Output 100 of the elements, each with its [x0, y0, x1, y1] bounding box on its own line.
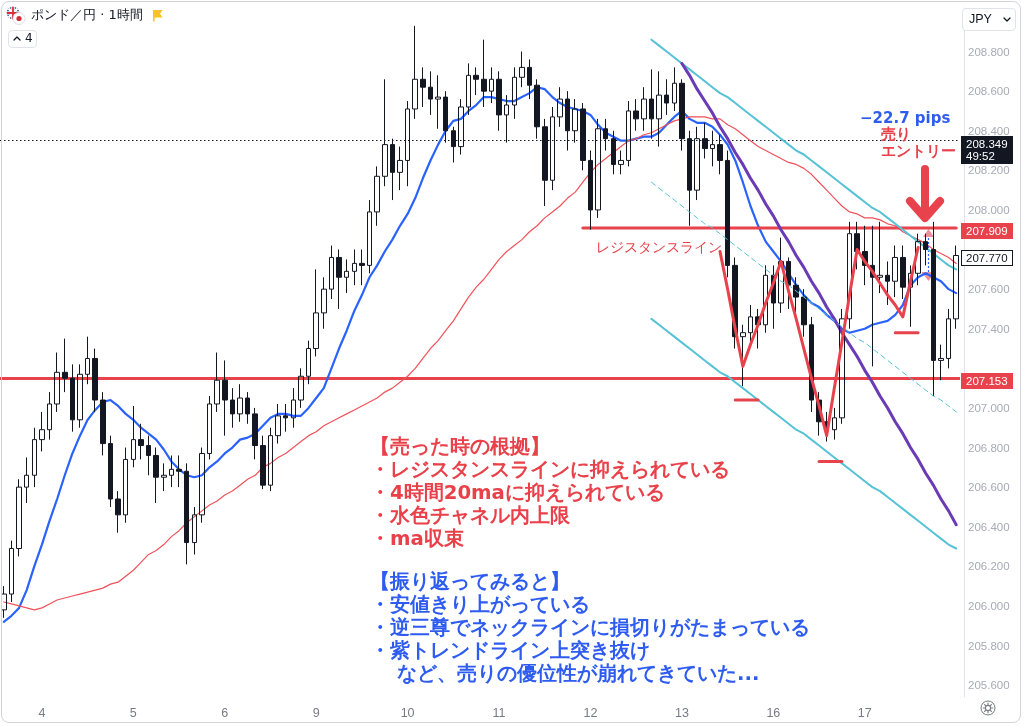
candlestick	[649, 68, 654, 140]
x-tick-label: 13	[674, 705, 689, 720]
chart-title: ポンド／円 · 1時間	[31, 7, 143, 23]
annotation: レジスタンスライン	[596, 239, 722, 255]
candlestick	[725, 150, 730, 278]
candlestick	[313, 268, 319, 357]
candlestick	[877, 221, 883, 294]
candlestick	[275, 403, 281, 445]
y-tick-label: 207.400	[968, 322, 1010, 335]
candlestick	[900, 245, 906, 300]
candlestick	[915, 233, 921, 286]
candlestick	[397, 146, 403, 191]
candlestick	[176, 454, 182, 488]
candlestick	[481, 39, 487, 108]
annotation: ・ma収束	[370, 527, 464, 550]
annotation: など、売りの優位性が崩れてきていた...	[397, 662, 760, 685]
candlestick	[664, 78, 669, 116]
candlestick	[435, 74, 441, 130]
candlestick	[214, 352, 220, 413]
candlestick	[222, 359, 228, 437]
candlestick	[146, 435, 151, 476]
candlestick	[252, 407, 258, 460]
candlestick	[763, 264, 768, 334]
candlestick	[580, 102, 586, 171]
line-series	[650, 181, 957, 413]
y-tick-label: 207.000	[968, 401, 1010, 414]
candlestick	[283, 403, 288, 433]
candlestick	[672, 66, 677, 112]
candlestick	[138, 423, 144, 460]
y-tick-label: 208.200	[968, 164, 1010, 177]
candlestick	[336, 249, 342, 310]
candlestick	[245, 391, 250, 425]
candlestick	[184, 462, 189, 565]
candlestick	[70, 363, 75, 433]
candlestick	[496, 70, 502, 132]
candlestick	[321, 276, 327, 330]
x-tick-label: 5	[129, 705, 137, 720]
y-tick-label: 208.000	[968, 203, 1010, 216]
candlestick	[192, 506, 197, 555]
y-tick-label: 206.400	[968, 520, 1010, 533]
candlestick	[923, 233, 928, 266]
x-tick-label: 12	[583, 705, 598, 720]
candlestick	[793, 276, 799, 314]
y-tick-label: 207.600	[968, 283, 1010, 296]
x-tick-label: 17	[857, 705, 872, 720]
candlestick	[47, 391, 52, 441]
candlestick	[306, 340, 311, 385]
y-tick-label: 206.000	[968, 599, 1010, 612]
candlestick	[199, 447, 205, 524]
candlestick	[885, 260, 890, 306]
candlestick	[329, 245, 334, 300]
candlestick	[512, 66, 517, 120]
candlestick	[237, 383, 243, 423]
y-tick-label: 205.800	[968, 639, 1010, 652]
candlestick	[641, 86, 647, 132]
candlestick	[527, 58, 532, 100]
y-tick-label: 208.400	[968, 124, 1010, 137]
x-tick-label: 9	[312, 705, 320, 720]
candlestick	[291, 387, 296, 429]
candlestick	[39, 411, 45, 452]
candlestick	[938, 344, 944, 381]
candlestick	[352, 249, 357, 286]
candlestick	[367, 199, 372, 274]
candlestick	[100, 391, 106, 456]
y-tick-label: 206.200	[968, 560, 1010, 573]
candlestick	[931, 221, 936, 397]
candlestick	[618, 150, 624, 175]
candlestick	[123, 447, 128, 524]
annotation: ・4時間20maに抑えられている	[370, 481, 665, 504]
y-tick-label: 205.600	[968, 679, 1010, 692]
candlestick	[115, 490, 121, 534]
candlestick	[230, 387, 235, 429]
candlestick	[16, 478, 22, 557]
candlestick	[412, 25, 418, 120]
annotation: エントリー	[881, 142, 956, 160]
annotation: ・逆三尊でネックラインに損切りがたまっている	[370, 616, 810, 639]
candlestick	[344, 258, 349, 294]
candlestick	[207, 395, 212, 460]
text: 207.770	[966, 252, 1008, 265]
candlestick	[420, 66, 426, 108]
annotation: 売り	[881, 125, 911, 143]
candlestick	[466, 62, 471, 116]
candlestick	[62, 338, 68, 393]
x-tick-label: 4	[38, 705, 46, 720]
annotation: −22.7 pips	[860, 109, 951, 127]
x-tick-label: 16	[766, 705, 781, 720]
candlestick	[489, 66, 494, 104]
y-tick-label: 206.800	[968, 441, 1010, 454]
y-axis-title: JPY	[969, 12, 992, 27]
candlestick	[519, 51, 525, 88]
candlestick	[32, 427, 37, 488]
annotation: 【振り返ってみると】	[370, 570, 570, 593]
x-tick-label: 11	[492, 705, 506, 720]
candlestick	[557, 86, 563, 128]
annotation: 【売った時の根拠】	[370, 435, 550, 458]
candlestick	[54, 352, 60, 413]
line-series	[650, 38, 958, 271]
candlestick	[131, 405, 136, 468]
candlestick	[626, 100, 631, 167]
candlestick	[374, 165, 380, 227]
